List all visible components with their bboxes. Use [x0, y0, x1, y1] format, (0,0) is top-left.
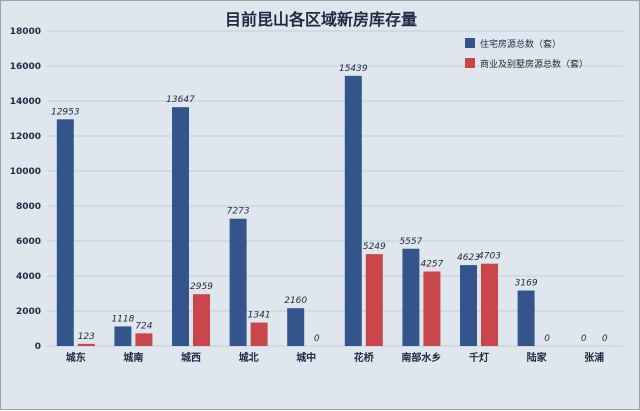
bar-series-2	[423, 271, 441, 346]
bar-series-2	[481, 263, 498, 346]
bar-series-1	[517, 290, 535, 346]
data-label: 4623	[457, 253, 480, 263]
y-tick-label: 2000	[16, 307, 41, 317]
bar-series-2	[135, 333, 153, 346]
y-tick-label: 6000	[16, 237, 41, 247]
y-tick-label: 10000	[10, 167, 41, 177]
bar-series-1	[114, 326, 132, 346]
data-label: 5249	[363, 242, 386, 252]
data-label: 2959	[190, 282, 213, 292]
x-tick-label: 花桥	[354, 351, 375, 364]
bar-series-2	[250, 322, 268, 346]
y-tick-label: 12000	[10, 132, 41, 142]
y-tick-label: 8000	[16, 202, 41, 212]
x-tick-label: 城中	[296, 351, 316, 364]
bar-series-1	[229, 218, 247, 346]
data-label: 7273	[227, 207, 250, 217]
bar-series-2	[193, 294, 210, 346]
data-label: 4703	[478, 252, 501, 262]
legend-swatch	[465, 58, 475, 68]
legend: 住宅房源总数（套） 商业及别墅房源总数（套）	[465, 38, 588, 70]
bar-series-2	[365, 254, 383, 346]
x-tick-label: 张浦	[584, 351, 604, 364]
y-tick-label: 0	[35, 342, 41, 352]
bar-series-1	[460, 265, 477, 346]
legend-swatch	[465, 38, 475, 48]
bar-series-1	[344, 75, 362, 346]
data-label: 0	[314, 334, 320, 344]
gridlines	[47, 30, 623, 347]
data-label: 724	[135, 321, 152, 331]
bars	[56, 75, 535, 347]
data-label: 12953	[51, 107, 80, 117]
bar-series-1	[287, 308, 305, 346]
bar-series-1	[402, 248, 420, 346]
y-tick-label: 4000	[16, 272, 41, 282]
x-tick-label: 陆家	[527, 351, 548, 364]
x-tick-label: 城东	[66, 351, 86, 364]
data-label: 0	[602, 334, 608, 344]
legend-label: 商业及别墅房源总数（套）	[480, 58, 588, 70]
y-tick-label: 16000	[10, 62, 41, 72]
data-label: 0	[544, 334, 550, 344]
bar-series-2	[77, 343, 95, 346]
data-label: 123	[78, 332, 95, 342]
bar-series-1	[56, 119, 74, 346]
x-tick-label: 城北	[239, 351, 259, 364]
y-tick-label: 18000	[10, 27, 41, 37]
data-label: 4257	[420, 260, 443, 270]
legend-label: 住宅房源总数（套）	[480, 38, 561, 50]
data-label: 15439	[339, 64, 368, 74]
x-axis-ticks: 城东 城南 城西 城北 城中 花桥 南部水乡 千灯 陆家 张浦	[66, 351, 604, 364]
x-tick-label: 千灯	[469, 351, 489, 364]
data-label: 1341	[248, 311, 271, 321]
data-label: 3169	[515, 279, 538, 289]
y-tick-label: 14000	[10, 97, 41, 107]
y-axis-ticks: 0 2000 4000 6000 8000 10000 12000 14000 16000 180…	[10, 27, 41, 352]
x-tick-label: 城西	[181, 351, 201, 364]
x-tick-label: 南部水乡	[401, 351, 441, 364]
bar-series-1	[172, 107, 189, 347]
data-label: 0	[581, 334, 587, 344]
data-label: 13647	[166, 95, 195, 105]
data-label: 1118	[111, 314, 134, 324]
x-tick-label: 城南	[123, 351, 143, 364]
chart-title: 目前昆山各区域新房库存量	[225, 10, 417, 29]
data-label: 2160	[284, 296, 307, 306]
data-label: 5557	[399, 237, 422, 247]
